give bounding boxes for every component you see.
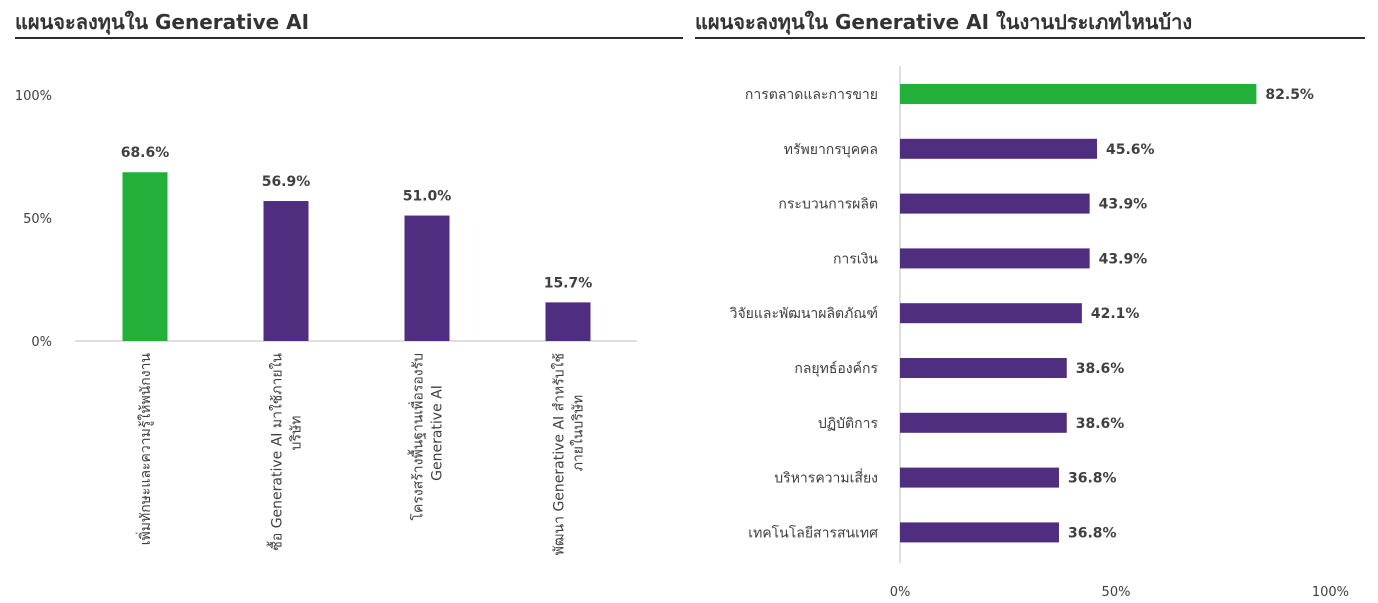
right-chart-title: แผนจะลงทุนใน Generative AI ในงานประเภทไห… [695,10,1193,34]
y-tick-label: 0% [31,335,52,350]
x-category-label-line: ภายในบริษัท [570,395,587,472]
y-category-label: เทคโนโลยีสารสนเทศ [748,524,878,541]
bar-value-label: 56.9% [262,174,311,190]
y-category-label: กลยุทธ์องค์กร [794,360,878,377]
y-category-label: บริหารความเสี่ยง [774,469,878,487]
bar [263,201,309,341]
bar-value-label: 36.8% [1068,525,1117,541]
y-category-label: กระบวนการผลิต [778,197,878,213]
bar-value-label: 38.6% [1076,416,1125,432]
bar [900,412,1067,433]
bar [404,215,450,341]
bar [900,248,1090,269]
x-tick-label: 0% [890,585,911,600]
x-category-label: ซื้อ Generative AI มาใช้ภายใน บริษัท [267,353,305,551]
right-title-rule [695,37,1365,39]
x-category-label-line: ซื้อ Generative AI มาใช้ภายใน [267,353,286,551]
x-category-label: พัฒนา Generative AI สำหรับใช้ ภายในบริษัท [551,353,587,555]
bar [900,467,1059,488]
y-category-label: การเงิน [833,251,878,267]
bar [122,172,168,341]
y-category-label: ทรัพยากรบุคคล [784,142,878,158]
bar [900,358,1067,378]
bar-value-label: 82.5% [1265,87,1314,103]
y-tick-label: 50% [23,212,52,227]
bar [900,303,1082,324]
horizontal-bar-chart: 82.5% การตลาดและการขาย 45.6% ทรัพยากรบุคคล 4… [729,66,1349,600]
bar-value-label: 68.6% [121,145,170,161]
x-category-label-line: บริษัท [289,416,305,451]
right-chart-panel: แผนจะลงทุนใน Generative AI ในงานประเภทไห… [695,0,1378,603]
x-category-label-line: โครงสร้างพื้นฐานเพื่อรองรับ [408,353,427,521]
x-category-label: เพิ่มทักษะและความรู้ให้พนักงาน [136,353,154,546]
left-chart-panel: แผนจะลงทุนใน Generative AI 0% 50% 100% 68.6… [0,0,683,603]
bar-value-label: 45.6% [1106,142,1155,158]
x-category-label-line: เพิ่มทักษะและความรู้ให้พนักงาน [136,353,154,546]
x-category-label-line: Generative AI [430,385,446,481]
bar [900,522,1059,543]
bar-value-label: 36.8% [1068,471,1117,487]
bar-value-label: 38.6% [1076,361,1125,377]
left-chart-title: แผนจะลงทุนใน Generative AI [15,10,310,34]
bar-value-label: 15.7% [544,275,593,291]
bar [900,193,1090,214]
x-category-label: โครงสร้างพื้นฐานเพื่อรองรับ Generative AI [408,353,446,521]
x-category-label-line: พัฒนา Generative AI สำหรับใช้ [551,353,568,555]
x-tick-label: 50% [1102,585,1131,600]
y-category-label: การตลาดและการขาย [745,87,878,103]
bar [900,138,1097,159]
bar-value-label: 51.0% [403,189,452,205]
bar [545,302,591,341]
y-tick-label: 100% [15,89,52,104]
bar [900,84,1257,104]
left-title-rule [15,37,683,39]
y-category-label: ปฏิบัติการ [818,416,879,432]
bar-value-label: 43.9% [1099,251,1148,267]
bar-value-label: 43.9% [1099,197,1148,213]
bar-value-label: 42.1% [1091,306,1140,322]
x-tick-label: 100% [1312,585,1349,600]
vertical-bar-chart: 0% 50% 100% 68.6% เพิ่มทักษะและความรู้ให้พนั… [15,89,637,555]
y-category-label: วิจัยและพัฒนาผลิตภัณฑ์ [729,305,878,322]
